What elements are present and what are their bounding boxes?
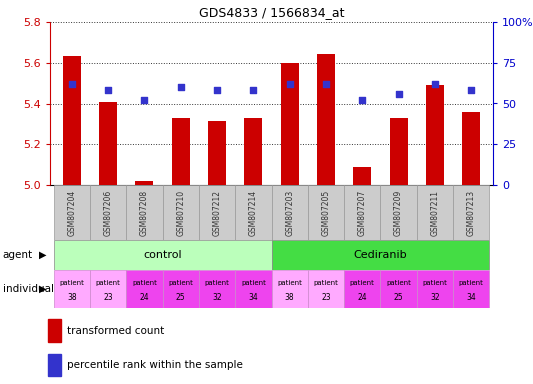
Text: 38: 38 (285, 293, 294, 302)
Bar (163, 185, 199, 240)
Point (213, 88, 221, 94)
Text: GSM807207: GSM807207 (358, 189, 367, 236)
Text: GSM807208: GSM807208 (140, 189, 149, 235)
Bar (63, 56, 81, 185)
Bar (235, 270, 271, 308)
Text: 38: 38 (67, 293, 77, 302)
Text: individual: individual (3, 284, 54, 294)
Text: GSM807203: GSM807203 (285, 189, 294, 236)
Text: GSM807210: GSM807210 (176, 189, 185, 235)
Bar (462, 112, 480, 185)
Point (285, 81, 294, 87)
Text: patient: patient (95, 280, 120, 286)
Bar (54, 240, 271, 270)
Bar (208, 121, 226, 185)
Point (467, 88, 475, 94)
Bar (353, 167, 372, 185)
Text: Cediranib: Cediranib (353, 250, 407, 260)
Bar (135, 181, 154, 185)
Text: patient: patient (205, 280, 230, 286)
Bar (244, 118, 262, 185)
Bar (163, 270, 199, 308)
Bar (99, 103, 117, 185)
Bar (235, 185, 271, 240)
Text: patient: patient (459, 280, 483, 286)
Bar (344, 185, 381, 240)
Point (176, 84, 185, 90)
Text: patient: patient (132, 280, 157, 286)
Text: agent: agent (3, 250, 33, 260)
Bar (126, 270, 163, 308)
Bar (54, 185, 90, 240)
Point (431, 81, 439, 87)
Text: GSM807205: GSM807205 (321, 189, 330, 236)
Bar (381, 270, 417, 308)
Bar (271, 270, 308, 308)
Point (140, 97, 149, 103)
Text: 23: 23 (103, 293, 113, 302)
Text: 32: 32 (430, 293, 440, 302)
Bar (453, 185, 489, 240)
Bar (390, 118, 408, 185)
Bar (280, 63, 298, 185)
Text: GSM807209: GSM807209 (394, 189, 403, 236)
Point (249, 88, 257, 94)
Text: ▶: ▶ (39, 250, 47, 260)
Text: GSM807212: GSM807212 (213, 189, 222, 235)
Bar (54, 270, 90, 308)
Bar (308, 270, 344, 308)
Text: 23: 23 (321, 293, 331, 302)
Bar (48, 319, 61, 342)
Point (68, 81, 76, 87)
Point (104, 88, 112, 94)
Bar (90, 270, 126, 308)
Point (394, 91, 403, 97)
Text: 24: 24 (358, 293, 367, 302)
Bar (199, 185, 235, 240)
Bar (381, 185, 417, 240)
Text: 25: 25 (394, 293, 403, 302)
Title: GDS4833 / 1566834_at: GDS4833 / 1566834_at (199, 7, 344, 20)
Bar (308, 185, 344, 240)
Text: percentile rank within the sample: percentile rank within the sample (67, 360, 243, 370)
Bar (417, 185, 453, 240)
Bar (453, 270, 489, 308)
Text: 34: 34 (466, 293, 476, 302)
Text: 25: 25 (176, 293, 185, 302)
Text: patient: patient (423, 280, 447, 286)
Text: patient: patient (168, 280, 193, 286)
Text: patient: patient (59, 280, 84, 286)
Bar (417, 270, 453, 308)
Text: patient: patient (241, 280, 266, 286)
Text: control: control (143, 250, 182, 260)
Bar (126, 185, 163, 240)
Bar (317, 54, 335, 185)
Text: patient: patient (277, 280, 302, 286)
Text: GSM807206: GSM807206 (103, 189, 112, 236)
Bar (344, 270, 381, 308)
Text: 32: 32 (212, 293, 222, 302)
Text: transformed count: transformed count (67, 326, 164, 336)
Text: patient: patient (350, 280, 375, 286)
Bar (271, 240, 489, 270)
Text: patient: patient (313, 280, 338, 286)
Bar (172, 118, 190, 185)
Text: 34: 34 (248, 293, 258, 302)
Text: 24: 24 (140, 293, 149, 302)
Text: GSM807204: GSM807204 (67, 189, 76, 236)
Text: GSM807214: GSM807214 (249, 189, 258, 235)
Bar (271, 185, 308, 240)
Bar (48, 354, 61, 376)
Point (322, 81, 330, 87)
Bar (90, 185, 126, 240)
Bar (426, 85, 444, 185)
Text: patient: patient (386, 280, 411, 286)
Bar (199, 270, 235, 308)
Text: ▶: ▶ (39, 284, 47, 294)
Text: GSM807213: GSM807213 (467, 189, 476, 235)
Point (358, 97, 367, 103)
Text: GSM807211: GSM807211 (431, 189, 439, 235)
